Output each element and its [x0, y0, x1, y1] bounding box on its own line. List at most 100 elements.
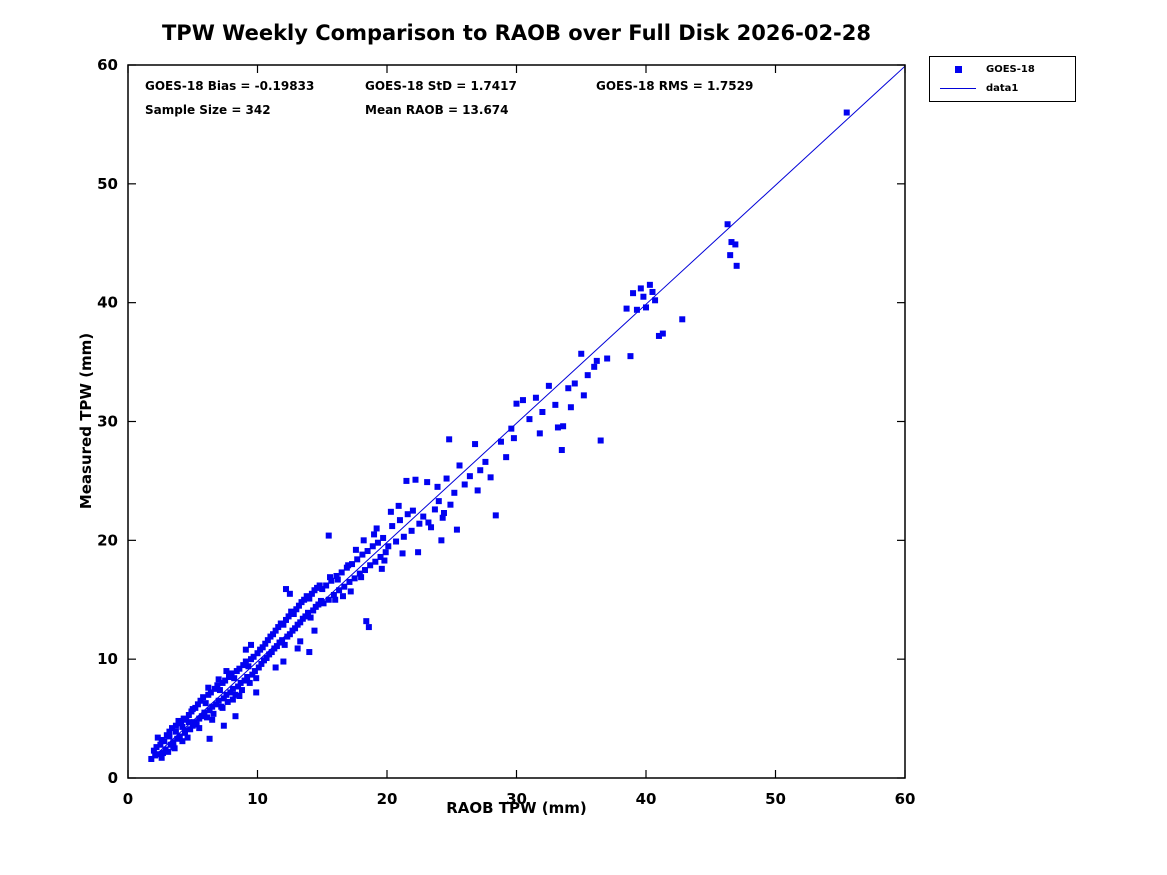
scatter-point — [205, 684, 212, 691]
scatter-point — [282, 616, 289, 623]
scatter-point — [270, 631, 277, 638]
scatter-point — [158, 736, 165, 743]
scatter-point — [323, 582, 330, 589]
scatter-point — [253, 689, 260, 696]
x-tick-label: 10 — [247, 790, 268, 808]
scatter-point — [236, 693, 243, 700]
scatter-point — [152, 752, 159, 759]
scatter-point — [727, 252, 734, 259]
scatter-point — [359, 551, 366, 558]
scatter-point — [416, 520, 423, 527]
scatter-point — [328, 577, 335, 584]
scatter-point — [263, 654, 270, 661]
scatter-point — [513, 400, 520, 407]
scatter-point — [197, 697, 204, 704]
scatter-point — [209, 703, 216, 710]
scatter-point — [385, 543, 392, 550]
scatter-point — [255, 664, 262, 671]
scatter-point — [526, 416, 533, 423]
scatter-point — [377, 553, 384, 560]
scatter-point — [532, 394, 539, 401]
scatter-point — [280, 621, 287, 628]
scatter-point — [389, 523, 396, 530]
scatter-point — [206, 735, 213, 742]
scatter-point — [200, 694, 207, 701]
scatter-point — [179, 738, 186, 745]
scatter-point — [253, 675, 260, 682]
scatter-point — [279, 637, 286, 644]
scatter-point — [652, 297, 659, 304]
scatter-point — [424, 479, 431, 486]
scatter-point — [352, 546, 359, 553]
scatter-point — [193, 721, 200, 728]
scatter-point — [339, 593, 346, 600]
scatter-point — [580, 392, 587, 399]
scatter-point — [428, 524, 435, 531]
scatter-point — [333, 572, 340, 579]
scatter-point — [185, 712, 192, 719]
scatter-point — [440, 510, 447, 517]
x-tick-label: 0 — [123, 790, 133, 808]
scatter-point — [373, 525, 380, 532]
scatter-point — [302, 613, 309, 620]
scatter-point — [286, 590, 293, 597]
scatter-point — [336, 587, 343, 594]
x-tick-label: 40 — [636, 790, 657, 808]
scatter-point — [332, 596, 339, 603]
scatter-point — [307, 614, 314, 621]
scatter-point — [214, 682, 221, 689]
scatter-point — [724, 221, 731, 228]
scatter-point — [181, 727, 188, 734]
scatter-point — [351, 575, 358, 582]
scatter-point — [623, 305, 630, 312]
legend-marker-icon — [930, 66, 986, 73]
x-tick-label: 20 — [377, 790, 398, 808]
scatter-point — [184, 734, 191, 741]
scatter-point — [258, 660, 265, 667]
scatter-point — [220, 722, 227, 729]
scatter-point — [447, 501, 454, 508]
scatter-point — [306, 649, 313, 656]
scatter-point — [461, 481, 468, 488]
scatter-point — [259, 644, 266, 651]
scatter-point — [316, 582, 323, 589]
scatter-point — [228, 670, 235, 677]
x-axis-label: RAOB TPW (mm) — [446, 799, 587, 817]
stat-rms: GOES-18 RMS = 1.7529 — [596, 79, 754, 93]
scatter-point — [229, 696, 236, 703]
scatter-point — [403, 477, 410, 484]
scatter-point — [345, 562, 352, 569]
scatter-point — [170, 744, 177, 751]
scatter-point — [249, 671, 256, 678]
scatter-point — [374, 539, 381, 546]
scatter-point — [338, 569, 345, 576]
scatter-point — [560, 423, 567, 430]
scatter-point — [226, 673, 233, 680]
scatter-point — [567, 404, 574, 411]
scatter-point — [643, 304, 649, 311]
scatter-point — [358, 574, 365, 581]
scatter-point — [425, 519, 432, 526]
scatter-point — [264, 637, 271, 644]
scatter-point — [659, 330, 666, 337]
scatter-point — [325, 596, 332, 603]
scatter-point — [170, 739, 177, 746]
scatter-point — [219, 704, 226, 711]
scatter-point — [554, 424, 561, 431]
scatter-point — [387, 508, 394, 515]
scatter-point — [439, 514, 446, 521]
scatter-point — [156, 751, 163, 758]
x-tick-label: 50 — [765, 790, 786, 808]
scatter-point — [584, 372, 591, 379]
scatter-point — [431, 506, 438, 513]
x-tick-label: 60 — [895, 790, 916, 808]
legend-entry-data1: data1 — [930, 79, 1075, 98]
scatter-point — [679, 316, 686, 323]
scatter-point — [591, 363, 598, 370]
scatter-point — [380, 534, 387, 541]
y-tick-label: 20 — [97, 531, 118, 549]
scatter-point — [472, 441, 479, 448]
y-tick-label: 40 — [97, 294, 118, 312]
y-tick-label: 30 — [97, 413, 118, 431]
scatter-point — [215, 676, 222, 683]
